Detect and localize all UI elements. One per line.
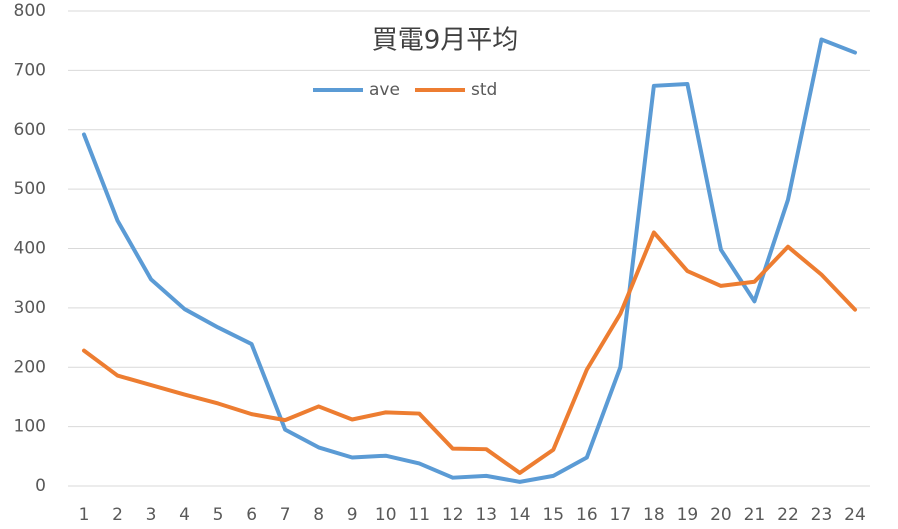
x-tick-label: 20 <box>710 505 732 525</box>
x-tick-label: 14 <box>509 505 531 525</box>
x-tick-label: 2 <box>112 505 123 525</box>
y-tick-label: 800 <box>14 1 46 21</box>
x-tick-label: 7 <box>280 505 291 525</box>
y-tick-label: 300 <box>14 298 46 318</box>
x-tick-label: 21 <box>744 505 766 525</box>
y-tick-label: 100 <box>14 417 46 437</box>
x-tick-label: 4 <box>179 505 190 525</box>
y-tick-label: 0 <box>35 476 46 496</box>
x-tick-label: 17 <box>610 505 632 525</box>
series-line <box>82 230 857 475</box>
x-tick-label: 3 <box>146 505 157 525</box>
x-tick-label: 6 <box>246 505 257 525</box>
x-tick-label: 19 <box>677 505 699 525</box>
x-tick-label: 22 <box>777 505 799 525</box>
y-tick-label: 700 <box>14 60 46 80</box>
x-tick-label: 11 <box>408 505 430 525</box>
x-tick-label: 24 <box>844 505 866 525</box>
legend-label: ave <box>369 80 400 100</box>
x-tick-label: 12 <box>442 505 464 525</box>
x-tick-label: 16 <box>576 505 598 525</box>
x-tick-label: 18 <box>643 505 665 525</box>
x-tick-label: 5 <box>213 505 224 525</box>
x-tick-label: 10 <box>375 505 397 525</box>
series-line <box>82 37 857 484</box>
x-tick-label: 23 <box>811 505 833 525</box>
y-tick-label: 500 <box>14 179 46 199</box>
y-tick-label: 200 <box>14 357 46 377</box>
x-tick-label: 13 <box>475 505 497 525</box>
x-tick-label: 8 <box>313 505 324 525</box>
x-tick-label: 1 <box>79 505 90 525</box>
x-tick-label: 9 <box>347 505 358 525</box>
x-tick-label: 15 <box>542 505 564 525</box>
chart-title: 買電9月平均 <box>372 26 519 56</box>
y-tick-label: 400 <box>14 239 46 259</box>
y-tick-label: 600 <box>14 120 46 140</box>
legend-label: std <box>471 80 497 100</box>
